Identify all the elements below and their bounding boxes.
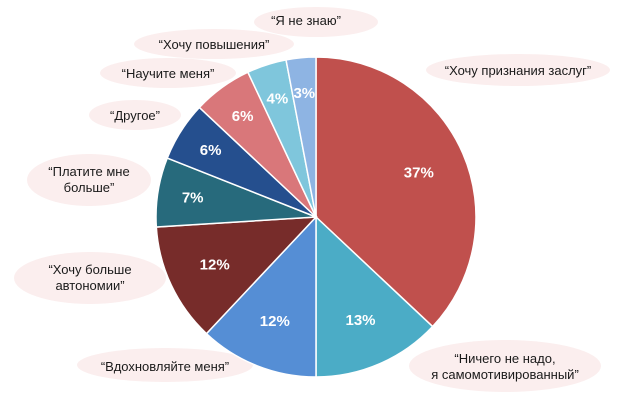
- pie-slice-self-motivated: [315, 215, 434, 378]
- slice-label-line: “Ничего не надо,: [454, 351, 555, 366]
- slice-label-line: “Научите меня”: [122, 66, 215, 81]
- slice-label-autonomy: “Хочу больше автономии”: [48, 262, 131, 293]
- slice-label-other: “Другое”: [110, 108, 160, 123]
- pie-slice-dont-know: [285, 56, 317, 218]
- slice-label-self-motivated: “Ничего не надо, я самомотивированный”: [431, 351, 579, 382]
- slice-label-line: больше”: [64, 180, 115, 195]
- backdrop-self-motivated: [409, 340, 601, 392]
- slice-value-pay-more: 7%: [182, 190, 204, 207]
- backdrop-dont-know: [254, 7, 378, 37]
- pie-slice-autonomy: [155, 216, 318, 335]
- slice-label-line: я самомотивированный”: [431, 367, 579, 382]
- slice-value-inspire: 12%: [260, 313, 290, 330]
- slice-label-line: “Вдохновляйте меня”: [101, 359, 229, 374]
- slice-label-line: “Хочу признания заслуг”: [445, 63, 592, 78]
- slice-value-promotion: 4%: [267, 90, 289, 107]
- slice-value-autonomy: 12%: [200, 257, 230, 274]
- backdrop-recognition: [426, 54, 610, 86]
- pie-slices: [155, 56, 477, 378]
- backdrop-autonomy: [14, 252, 166, 304]
- slice-value-self-motivated: 13%: [345, 312, 375, 329]
- slice-value-dont-know: 3%: [293, 85, 315, 102]
- slice-label-teach: “Научите меня”: [122, 66, 215, 81]
- slice-label-line: “Хочу повышения”: [159, 37, 270, 52]
- slice-label-pay-more: “Платите мне больше”: [48, 164, 129, 195]
- slice-label-line: “Хочу больше: [48, 262, 131, 277]
- slice-label-line: “Я не знаю”: [271, 13, 341, 28]
- slice-label-line: автономии”: [55, 278, 124, 293]
- slice-label-dont-know: “Я не знаю”: [271, 13, 341, 28]
- slice-label-line: “Другое”: [110, 108, 160, 123]
- slice-category-labels: “Хочу признания заслуг” “Ничего не надо, я…: [48, 13, 591, 382]
- slice-label-line: “Платите мне: [48, 164, 129, 179]
- backdrop-teach: [100, 58, 236, 88]
- slice-value-teach: 6%: [232, 108, 254, 125]
- pie-slice-inspire: [205, 215, 317, 378]
- backdrop-inspire: [77, 348, 253, 382]
- slice-label-promotion: “Хочу повышения”: [159, 37, 270, 52]
- backdrop-pay: [27, 154, 151, 206]
- pie-slice-recognition: [315, 56, 477, 328]
- slice-value-labels: 37% 13% 12% 12% 7% 6% 6% 4% 3%: [182, 85, 434, 330]
- slice-value-other: 6%: [200, 142, 222, 159]
- slice-value-recognition: 37%: [404, 165, 434, 182]
- slice-label-inspire: “Вдохновляйте меня”: [101, 359, 229, 374]
- label-backdrops: [14, 7, 610, 392]
- slice-label-recognition: “Хочу признания заслуг”: [445, 63, 592, 78]
- backdrop-promotion: [134, 29, 294, 59]
- backdrop-other: [89, 100, 181, 130]
